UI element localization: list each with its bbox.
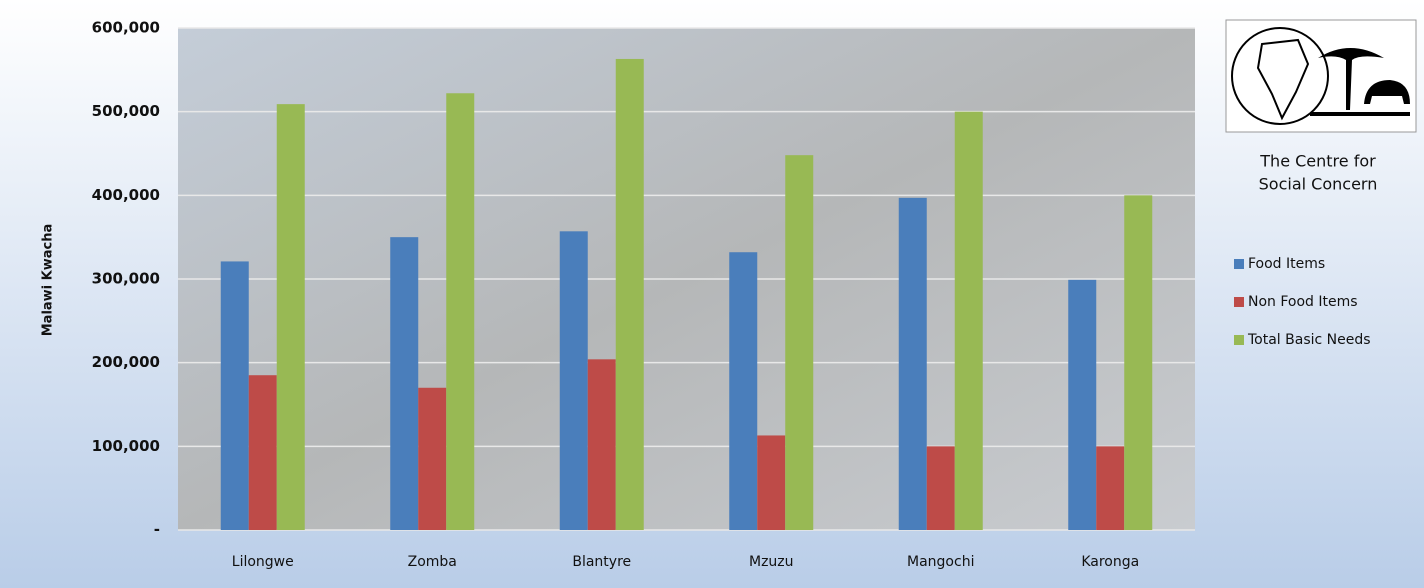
bar [1068, 279, 1097, 530]
x-tick-label: Karonga [1081, 554, 1139, 570]
bar [446, 93, 475, 530]
bar [615, 58, 644, 530]
x-tick-label: Blantyre [572, 554, 631, 570]
y-tick-label: 200,000 [92, 353, 160, 371]
bar [418, 387, 447, 530]
x-tick-label: Zomba [408, 554, 457, 570]
bar [1124, 195, 1153, 531]
legend-label: Total Basic Needs [1247, 332, 1371, 348]
logo-text: Social Concern [1259, 175, 1378, 194]
y-tick-label: 300,000 [92, 270, 160, 288]
logo-text: The Centre for [1259, 152, 1376, 171]
legend-swatch [1234, 297, 1244, 307]
legend-swatch [1234, 335, 1244, 345]
y-axis-label: Malawi Kwacha [41, 224, 56, 337]
bar [559, 231, 588, 530]
bar [587, 359, 616, 530]
legend-label: Non Food Items [1248, 294, 1358, 310]
y-tick-label: 600,000 [92, 19, 160, 37]
legend-swatch [1234, 259, 1244, 269]
y-tick-label: 500,000 [92, 102, 160, 120]
logo-globe [1231, 27, 1329, 125]
bar [785, 155, 814, 530]
bar [729, 252, 758, 530]
logo-africa [1256, 38, 1310, 121]
logo-ground [1310, 112, 1410, 116]
bar [390, 237, 419, 530]
x-tick-label: Mzuzu [749, 554, 794, 570]
bar [248, 375, 277, 530]
logo-elephant [1364, 80, 1410, 104]
bar [926, 446, 955, 530]
bar [1096, 446, 1125, 530]
bar [276, 104, 305, 531]
x-tick-label: Mangochi [907, 554, 974, 570]
bar [757, 435, 786, 530]
bar [954, 111, 983, 531]
x-tick-label: Lilongwe [232, 554, 294, 570]
logo [1225, 19, 1417, 133]
y-tick-label: 100,000 [92, 437, 160, 455]
legend-label: Food Items [1248, 256, 1325, 272]
y-tick-label: - [154, 521, 160, 539]
logo-tree [1318, 48, 1384, 110]
y-tick-label: 400,000 [92, 186, 160, 204]
bar [898, 197, 927, 531]
bar [220, 261, 249, 530]
